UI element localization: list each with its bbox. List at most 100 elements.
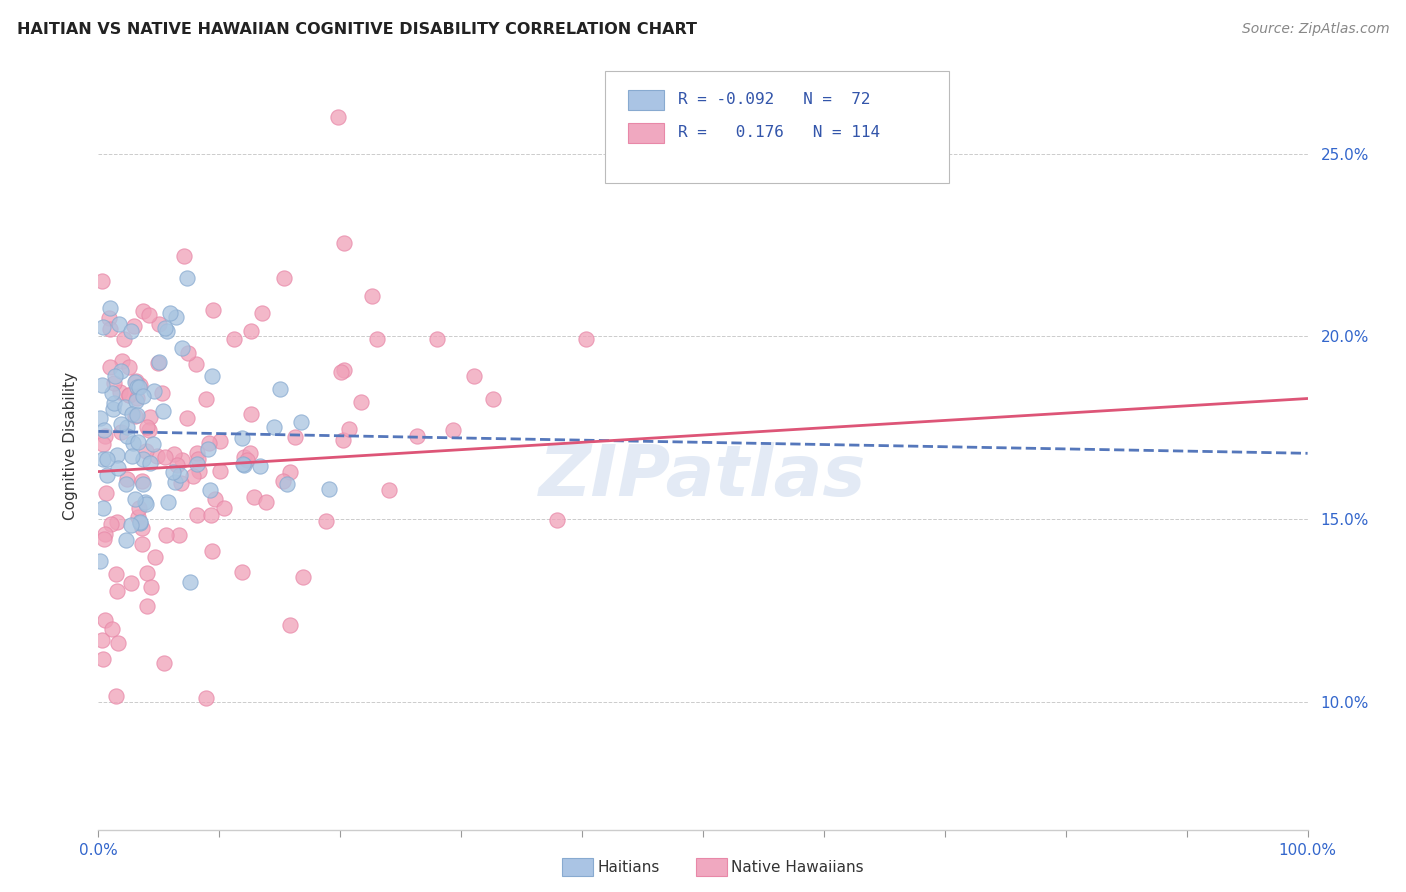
Point <box>132 477 155 491</box>
Point <box>176 410 198 425</box>
Point <box>136 566 159 580</box>
Point <box>124 376 146 390</box>
Point <box>250 306 273 320</box>
Point <box>201 368 224 383</box>
Point <box>156 494 179 508</box>
Point <box>115 428 138 442</box>
Point <box>231 566 253 580</box>
Point <box>232 458 254 473</box>
Point <box>291 569 314 583</box>
Point <box>100 359 122 374</box>
Point <box>104 369 127 384</box>
Point <box>125 409 148 423</box>
Point <box>118 388 141 402</box>
Point <box>132 451 155 466</box>
Point <box>90 275 112 289</box>
Point <box>186 357 208 371</box>
Point <box>115 472 138 486</box>
Point <box>101 622 124 636</box>
Point <box>135 443 157 458</box>
Point <box>152 385 174 400</box>
Point <box>170 452 193 467</box>
Point <box>117 420 139 434</box>
Point <box>101 386 124 401</box>
Point <box>91 320 114 334</box>
Point <box>240 324 263 338</box>
Point <box>115 476 138 491</box>
Point <box>378 483 401 497</box>
Point <box>94 429 117 443</box>
Point <box>575 332 598 346</box>
Point <box>107 636 129 650</box>
Point <box>103 376 125 391</box>
Point <box>463 369 485 384</box>
Point <box>173 249 195 263</box>
Point <box>187 452 209 467</box>
Point <box>125 380 148 394</box>
Y-axis label: Cognitive Disability: Cognitive Disability <box>63 372 77 520</box>
Point <box>232 450 254 464</box>
Point <box>90 378 112 392</box>
Point <box>124 491 146 506</box>
Point <box>426 332 449 346</box>
Point <box>107 461 129 475</box>
Point <box>124 374 146 388</box>
Point <box>128 380 150 394</box>
Point <box>120 575 142 590</box>
Point <box>326 110 349 124</box>
Point <box>290 415 312 429</box>
Point <box>197 435 219 450</box>
Text: ZIPatlas: ZIPatlas <box>540 442 866 511</box>
Text: Haitians: Haitians <box>598 860 659 874</box>
Point <box>269 382 291 396</box>
Point <box>97 310 120 325</box>
Point <box>333 236 356 251</box>
Point <box>366 332 388 346</box>
Point <box>236 453 259 467</box>
Point <box>169 475 191 490</box>
Point <box>315 514 337 528</box>
Point <box>239 446 262 460</box>
Point <box>155 528 177 542</box>
Point <box>101 401 124 416</box>
Point <box>197 442 219 457</box>
Point <box>177 345 200 359</box>
Point <box>156 324 179 338</box>
Point <box>201 302 224 317</box>
Point <box>176 271 198 285</box>
Point <box>104 689 127 703</box>
Point <box>333 363 356 377</box>
Point <box>276 476 298 491</box>
Point <box>131 521 153 535</box>
Point <box>110 364 132 378</box>
Point <box>198 483 221 498</box>
Point <box>105 449 128 463</box>
Point <box>249 458 271 473</box>
Point <box>284 430 307 444</box>
Point <box>155 321 177 335</box>
Point <box>200 544 222 558</box>
Point <box>108 318 131 332</box>
Point <box>360 288 382 302</box>
Point <box>125 392 148 406</box>
Point <box>127 434 149 449</box>
Point <box>127 509 149 524</box>
Point <box>115 533 138 547</box>
Point <box>93 423 115 437</box>
Point <box>122 435 145 450</box>
Point <box>98 322 121 336</box>
Point <box>146 356 169 370</box>
Point <box>186 458 208 472</box>
Point <box>441 423 464 437</box>
Point <box>232 457 254 471</box>
Point <box>350 394 373 409</box>
Point <box>91 652 114 666</box>
Point <box>100 301 122 315</box>
Point <box>188 464 211 478</box>
Point <box>108 385 131 400</box>
Point <box>200 508 222 522</box>
Point <box>118 388 141 402</box>
Point <box>278 618 301 632</box>
Point <box>159 306 181 320</box>
Text: Native Hawaiians: Native Hawaiians <box>731 860 863 874</box>
